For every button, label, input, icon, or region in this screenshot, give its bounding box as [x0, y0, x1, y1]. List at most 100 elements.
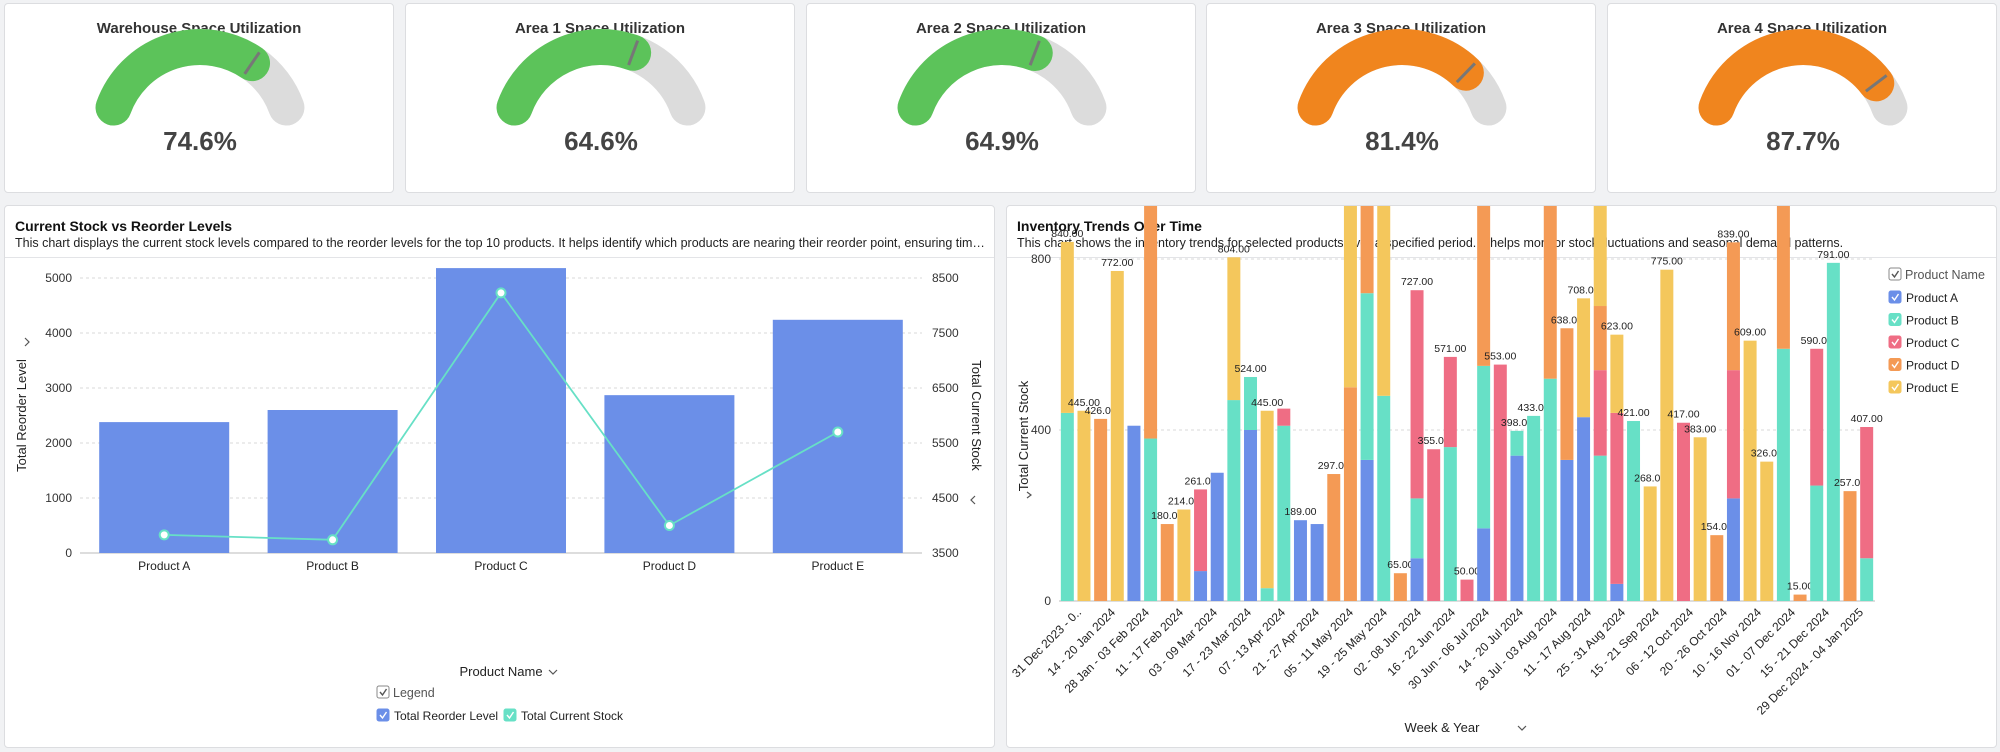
stacked-bar-segment[interactable]	[1443, 447, 1457, 601]
stacked-bar-segment[interactable]	[1277, 425, 1291, 601]
point-current-stock[interactable]	[158, 529, 170, 541]
bar-reorder-level[interactable]	[436, 268, 566, 553]
stacked-bar-segment[interactable]	[1410, 558, 1424, 601]
stacked-bar-segment[interactable]	[1860, 427, 1874, 559]
stacked-bar-segment[interactable]	[1726, 242, 1740, 371]
stacked-bar-segment[interactable]	[1810, 348, 1824, 486]
stacked-bar-segment[interactable]	[1543, 206, 1557, 379]
point-current-stock[interactable]	[327, 534, 339, 546]
stacked-bar-segment[interactable]	[1260, 588, 1274, 601]
stacked-bar-segment[interactable]	[1410, 290, 1424, 499]
y-axis-title[interactable]: Total Current Stock	[1016, 380, 1031, 491]
stacked-bar-segment[interactable]	[1760, 461, 1774, 601]
stacked-bar-segment[interactable]	[1144, 438, 1158, 601]
stacked-bar-segment[interactable]	[1793, 594, 1807, 601]
stacked-bar-segment[interactable]	[1543, 378, 1557, 601]
bar-reorder-level[interactable]	[267, 410, 398, 553]
stacked-bar-segment[interactable]	[1743, 340, 1757, 601]
stacked-bar-segment[interactable]	[1693, 437, 1707, 601]
stacked-bar-segment[interactable]	[1610, 583, 1624, 601]
x-axis-title[interactable]: Product Name	[459, 664, 542, 679]
point-current-stock[interactable]	[663, 520, 675, 531]
stacked-bar-segment[interactable]	[1826, 262, 1840, 601]
stacked-bar-segment[interactable]	[1726, 498, 1740, 601]
stacked-bar-segment[interactable]	[1410, 498, 1424, 559]
stacked-bar-segment[interactable]	[1393, 573, 1407, 601]
chevron-down-icon[interactable]	[970, 495, 976, 505]
legend-checkbox-current-stock[interactable]	[503, 708, 517, 722]
legend-checkbox-product-c[interactable]	[1888, 335, 1902, 349]
chevron-down-icon[interactable]	[1517, 725, 1527, 731]
stacked-bar-segment[interactable]	[1710, 535, 1724, 601]
stacked-bar-segment[interactable]	[1510, 455, 1524, 601]
stacked-bar-segment[interactable]	[1177, 509, 1191, 601]
stacked-bar-segment[interactable]	[1310, 524, 1324, 601]
stacked-bar-segment[interactable]	[1660, 269, 1674, 601]
stacked-bar-segment[interactable]	[1627, 421, 1641, 601]
stacked-bar-segment[interactable]	[1560, 328, 1574, 460]
x-axis-title[interactable]: Week & Year	[1405, 720, 1481, 735]
stacked-bar-segment[interactable]	[1327, 474, 1341, 601]
stacked-bar-segment[interactable]	[1676, 422, 1690, 601]
y2-axis-title[interactable]: Total Current Stock	[969, 360, 984, 471]
stacked-bar-segment[interactable]	[1493, 364, 1507, 601]
y-axis-title[interactable]: Total Reorder Level	[14, 359, 29, 472]
stacked-bar-segment[interactable]	[1110, 270, 1124, 601]
stacked-bar-segment[interactable]	[1577, 298, 1591, 418]
stacked-bar-segment[interactable]	[1343, 206, 1357, 388]
stacked-bar-segment[interactable]	[1610, 334, 1624, 413]
stacked-bar-segment[interactable]	[1244, 376, 1258, 430]
stacked-bar-segment[interactable]	[1510, 430, 1524, 456]
stacked-bar-segment[interactable]	[1194, 489, 1208, 572]
point-current-stock[interactable]	[832, 426, 844, 438]
chevron-down-icon[interactable]	[24, 337, 30, 347]
stacked-bar-segment[interactable]	[1577, 417, 1591, 601]
stacked-bar-segment[interactable]	[1843, 491, 1857, 601]
stacked-bar-segment[interactable]	[1593, 370, 1607, 456]
stacked-bar-segment[interactable]	[1277, 408, 1291, 426]
stacked-bar-segment[interactable]	[1776, 348, 1790, 601]
stacked-bar-segment[interactable]	[1443, 356, 1457, 448]
chevron-down-icon[interactable]	[548, 669, 558, 675]
stacked-bar-segment[interactable]	[1427, 449, 1441, 601]
stacked-bar-segment[interactable]	[1726, 370, 1740, 499]
stacked-bar-segment[interactable]	[1377, 206, 1391, 396]
stacked-bar-segment[interactable]	[1293, 520, 1307, 601]
legend-checkbox-product-a[interactable]	[1888, 290, 1902, 304]
stacked-bar-segment[interactable]	[1477, 206, 1491, 366]
legend-checkbox-reorder-level[interactable]	[376, 708, 390, 722]
stacked-bar-segment[interactable]	[1527, 415, 1541, 601]
stacked-bar-segment[interactable]	[1094, 418, 1108, 601]
stacked-bar-segment[interactable]	[1593, 306, 1607, 371]
stacked-bar-segment[interactable]	[1593, 206, 1607, 307]
point-current-stock[interactable]	[495, 287, 507, 299]
stacked-bar-segment[interactable]	[1260, 410, 1274, 589]
stacked-bar-segment[interactable]	[1860, 558, 1874, 601]
stacked-bar-segment[interactable]	[1776, 206, 1790, 349]
stacked-bar-segment[interactable]	[1643, 486, 1657, 601]
stacked-bar-segment[interactable]	[1377, 395, 1391, 601]
stacked-bar-segment[interactable]	[1460, 579, 1474, 601]
stacked-bar-segment[interactable]	[1810, 485, 1824, 601]
stacked-bar-segment[interactable]	[1227, 400, 1241, 601]
stacked-bar-segment[interactable]	[1144, 206, 1158, 439]
stacked-bar-segment[interactable]	[1593, 455, 1607, 601]
stacked-bar-segment[interactable]	[1127, 425, 1141, 601]
stacked-bar-segment[interactable]	[1227, 257, 1241, 401]
legend-toggle-checkbox[interactable]	[376, 685, 390, 699]
stacked-bar-segment[interactable]	[1610, 412, 1624, 584]
stacked-bar-segment[interactable]	[1060, 241, 1074, 413]
stacked-bar-segment[interactable]	[1360, 206, 1374, 294]
legend-checkbox-product-d[interactable]	[1888, 358, 1902, 371]
stacked-bar-segment[interactable]	[1244, 430, 1258, 601]
stacked-bar-segment[interactable]	[1343, 387, 1357, 601]
stacked-bar-segment[interactable]	[1210, 472, 1224, 601]
legend-toggle-checkbox[interactable]	[1888, 267, 1902, 281]
stacked-bar-segment[interactable]	[1560, 459, 1574, 601]
stacked-bar-segment[interactable]	[1360, 293, 1374, 460]
stacked-bar-segment[interactable]	[1060, 412, 1074, 601]
stacked-bar-segment[interactable]	[1077, 410, 1091, 601]
stacked-bar-segment[interactable]	[1160, 524, 1174, 601]
stacked-bar-segment[interactable]	[1360, 459, 1374, 601]
chevron-down-icon[interactable]	[1026, 491, 1032, 499]
